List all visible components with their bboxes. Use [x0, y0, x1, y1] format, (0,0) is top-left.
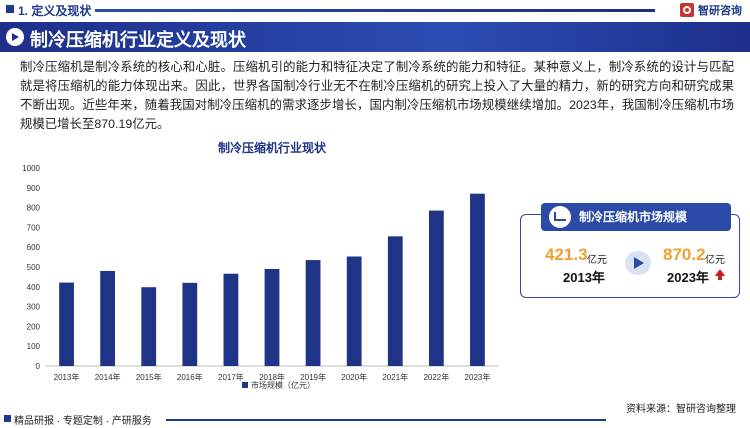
footer-square-icon	[4, 415, 11, 422]
bar	[223, 273, 239, 366]
bar	[428, 210, 444, 366]
chart-title: 制冷压缩机行业现状	[218, 140, 327, 155]
section-square-icon	[6, 5, 14, 13]
chart-icon	[549, 206, 571, 228]
y-tick-label: 1000	[22, 164, 40, 173]
arrow-right-icon	[625, 251, 651, 275]
footer-divider	[166, 419, 606, 421]
arrow-up-icon	[715, 269, 725, 280]
x-tick-label: 2022年	[423, 372, 449, 382]
card-title: 制冷压缩机市场规模	[541, 203, 731, 231]
end-value: 870.2	[663, 245, 706, 264]
y-tick-label: 700	[27, 223, 41, 232]
legend-label: 市场规模（亿元）	[251, 380, 315, 390]
y-tick-label: 400	[27, 283, 41, 292]
footer-tagline: 精品研报 · 专题定制 · 产研服务	[14, 416, 152, 427]
bar	[100, 270, 116, 366]
start-value: 421.3	[545, 245, 588, 264]
x-tick-label: 2023年	[465, 372, 491, 382]
footer: 精品研报 · 专题定制 · 产研服务 资料来源：智研咨询整理	[0, 404, 750, 428]
bar	[305, 260, 321, 366]
play-icon	[6, 28, 24, 46]
y-tick-label: 200	[27, 322, 41, 331]
section-label: 1. 定义及现状	[18, 4, 92, 18]
top-bar: 1. 定义及现状 智研咨询	[0, 0, 750, 20]
bar	[182, 282, 198, 366]
bar	[59, 282, 74, 366]
x-tick-label: 2020年	[341, 372, 367, 382]
header-divider	[95, 9, 655, 12]
source-note: 资料来源：智研咨询整理	[626, 404, 736, 415]
page-title: 制冷压缩机行业定义及现状	[30, 30, 246, 50]
y-tick-label: 500	[27, 263, 41, 272]
brand-logo-icon	[680, 3, 694, 17]
brand-name: 智研咨询	[698, 5, 742, 17]
y-tick-label: 900	[27, 184, 41, 193]
y-tick-label: 0	[36, 362, 41, 371]
x-tick-label: 2019年	[300, 372, 326, 382]
x-tick-label: 2018年	[259, 372, 285, 382]
bar	[141, 287, 157, 366]
bar	[346, 256, 362, 366]
y-tick-label: 100	[27, 342, 41, 351]
x-tick-label: 2015年	[136, 372, 162, 382]
bar	[264, 268, 280, 366]
legend-swatch	[242, 382, 248, 388]
y-tick-label: 800	[27, 204, 41, 213]
start-unit: 亿元	[587, 255, 607, 266]
title-banner: 制冷压缩机行业定义及现状	[0, 22, 750, 52]
x-tick-label: 2021年	[382, 372, 408, 382]
bar	[387, 236, 403, 366]
end-unit: 亿元	[705, 255, 725, 266]
y-tick-label: 300	[27, 303, 41, 312]
market-size-card: 制冷压缩机市场规模 421.3 亿元 2013年 870.2 亿元 2023年	[520, 203, 740, 298]
bar-chart: 制冷压缩机行业现状 0 100 200 300 400 500 600 700 800 900 100…	[22, 140, 498, 390]
bar	[470, 193, 485, 366]
brand: 智研咨询	[680, 2, 742, 18]
start-year: 2013年	[563, 270, 605, 285]
x-tick-label: 2013年	[54, 372, 80, 382]
x-tick-label: 2017年	[218, 372, 244, 382]
y-tick-label: 600	[27, 243, 41, 252]
x-tick-label: 2016年	[177, 372, 203, 382]
end-year: 2023年	[667, 270, 709, 285]
intro-paragraph: 制冷压缩机是制冷系统的核心和心脏。压缩机引的能力和特征决定了制冷系统的能力和特征…	[20, 60, 734, 131]
x-tick-label: 2014年	[95, 372, 121, 382]
